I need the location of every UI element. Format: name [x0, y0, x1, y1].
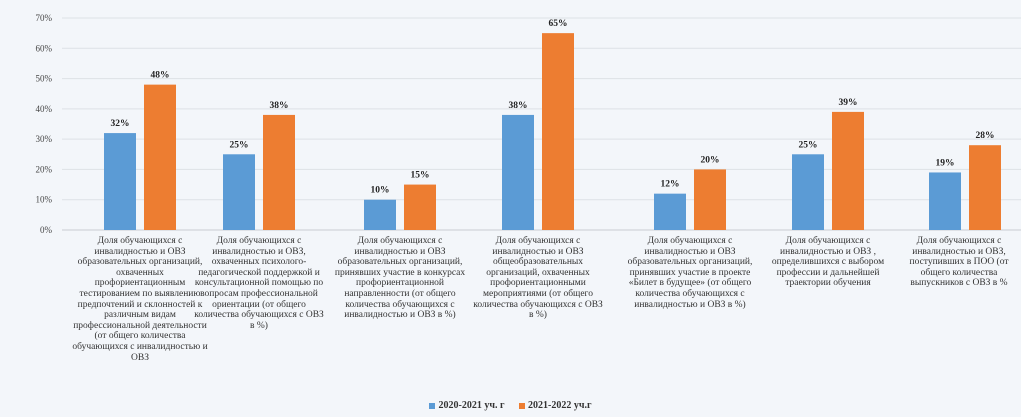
data-label: 25%	[799, 140, 818, 150]
data-label: 48%	[151, 71, 170, 81]
bar-blue-1	[104, 133, 136, 230]
data-label: 65%	[549, 19, 568, 29]
legend-label-series-1: 2020-2021 уч. г	[438, 400, 505, 411]
x-category-label: Доля обучающихся с инвалидностью и ОВЗ о…	[473, 236, 603, 321]
y-tick-label: 20%	[36, 164, 53, 174]
bar-orange-3	[404, 184, 436, 230]
x-category-label: Доля обучающихся с инвалидностью и ОВЗ о…	[334, 236, 466, 321]
x-category-label: Доля обучающихся с инвалидностью и ОВЗ о…	[627, 236, 753, 310]
data-label: 28%	[976, 131, 995, 141]
data-label: 32%	[111, 119, 130, 129]
x-category-label: Доля обучающихся с инвалидностью и ОВЗ ,…	[771, 236, 885, 289]
y-tick-label: 40%	[36, 104, 53, 114]
x-category-label: Доля обучающихся с инвалидностью и ОВЗ, …	[194, 236, 324, 331]
bar-orange-5	[694, 169, 726, 230]
y-tick-label: 60%	[36, 43, 53, 53]
bar-blue-2	[223, 154, 255, 230]
x-category-label: Доля обучающихся с инвалидностью и ОВЗ о…	[72, 236, 208, 363]
data-label: 15%	[411, 171, 430, 181]
y-tick-label: 30%	[36, 134, 53, 144]
bar-blue-5	[654, 193, 686, 230]
data-label: 38%	[270, 101, 289, 111]
data-label: 39%	[839, 98, 858, 108]
data-label: 20%	[701, 155, 720, 165]
data-label: 25%	[230, 140, 249, 150]
legend-swatch-series-1	[429, 402, 436, 409]
bar-blue-6	[792, 154, 824, 230]
bar-blue-7	[929, 172, 961, 230]
legend-item-series-2: 2021-2022 уч.г	[519, 400, 592, 411]
legend-label-series-2: 2021-2022 уч.г	[528, 400, 592, 411]
data-label: 38%	[509, 101, 528, 111]
bar-blue-4	[502, 114, 534, 230]
y-tick-label: 50%	[36, 74, 53, 84]
bar-orange-2	[263, 114, 295, 230]
x-category-label: Доля обучающихся с инвалидностью и ОВЗ, …	[909, 236, 1009, 289]
legend: 2020-2021 уч. г 2021-2022 уч.г	[0, 400, 1021, 412]
y-tick-label: 10%	[36, 195, 53, 205]
y-tick-label: 0%	[40, 225, 53, 235]
data-label: 10%	[371, 186, 390, 196]
data-label: 12%	[661, 180, 680, 190]
y-tick-label: 70%	[36, 13, 53, 23]
legend-item-series-1: 2020-2021 уч. г	[429, 400, 505, 411]
bar-orange-6	[832, 111, 864, 230]
bar-orange-7	[969, 145, 1001, 230]
data-label: 19%	[936, 158, 955, 168]
bar-blue-3	[364, 199, 396, 230]
bar-orange-4	[542, 33, 574, 231]
bar-orange-1	[144, 84, 176, 230]
legend-swatch-series-2	[519, 402, 525, 409]
